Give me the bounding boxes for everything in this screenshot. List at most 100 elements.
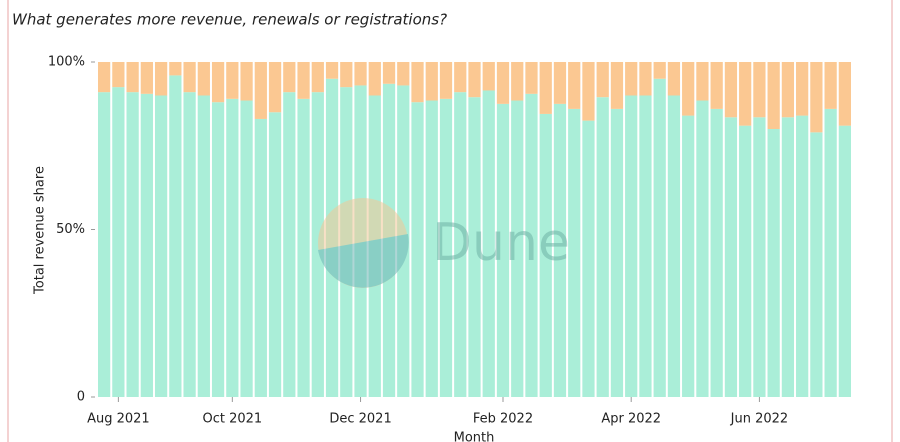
bar-segment [596, 62, 609, 98]
x-tick-label: Aug 2021 [87, 412, 150, 427]
bar-segment [482, 90, 495, 397]
bar-segment [254, 118, 267, 397]
y-tick-label: 100% [48, 55, 85, 70]
bar-segment [197, 95, 210, 397]
bar-segment [283, 62, 296, 93]
bar-segment [183, 92, 196, 398]
bar-segment [354, 62, 367, 86]
bar-segment [653, 78, 666, 397]
bar-segment [539, 113, 552, 398]
bar-segment [724, 62, 738, 118]
bar-segment [767, 129, 780, 397]
x-axis-label: Month [454, 431, 495, 442]
bar-segment [596, 97, 609, 398]
bar-segment [126, 92, 139, 398]
bar-segment [283, 92, 296, 398]
x-tick-label: Dec 2021 [329, 412, 391, 427]
bar-segment [696, 62, 709, 101]
bar-segment [439, 62, 453, 99]
bar-segment [781, 117, 795, 398]
bar-segment [240, 62, 253, 101]
bar-segment [824, 62, 837, 109]
bar-segment [653, 62, 666, 79]
x-tick-label: Feb 2022 [473, 412, 533, 427]
card-border [7, 0, 893, 442]
bar-segment [568, 108, 581, 398]
bar-segment [553, 103, 567, 397]
bar-segment [482, 62, 495, 91]
bar-segment [154, 95, 168, 397]
bar-segment [154, 62, 168, 96]
y-axis-label: Total revenue share [33, 166, 48, 295]
bar-segment [140, 62, 153, 94]
bar-segment [112, 62, 125, 88]
bar-segment [639, 95, 652, 397]
bar-segment [767, 62, 780, 129]
bar-segment [496, 103, 510, 397]
bar-segment [682, 115, 695, 397]
bar-segment [739, 125, 752, 398]
bar-segment [226, 98, 239, 397]
bar-segment [425, 100, 438, 398]
bar-segment [454, 92, 467, 398]
bar-segment [810, 62, 823, 133]
bar-segment [525, 62, 538, 94]
bar-segment [468, 97, 481, 398]
bar-segment [724, 117, 738, 398]
bar-segment [696, 100, 709, 398]
bar-segment [511, 62, 524, 101]
bar-segment [226, 62, 239, 99]
bar-segment [411, 62, 424, 103]
bar-segment [625, 95, 638, 397]
bar-segment [511, 100, 524, 398]
chart-subtitle: What generates more revenue, renewals or… [12, 11, 447, 29]
bar-segment [454, 62, 467, 93]
bar-segment [496, 62, 510, 104]
y-tick-label: 50% [56, 222, 85, 237]
bar-segment [468, 62, 481, 98]
bar-segment [796, 115, 809, 397]
x-tick-label: Jun 2022 [730, 412, 789, 427]
bar-segment [411, 102, 424, 397]
bar-segment [197, 62, 210, 96]
bar-segment [254, 62, 267, 119]
watermark-text: Dune [432, 213, 570, 273]
bar-segment [525, 93, 538, 397]
bar-segment [311, 62, 324, 93]
bar-segment [539, 62, 552, 114]
bar-segment [183, 62, 196, 93]
bar-segment [211, 102, 225, 397]
bar-segment [682, 62, 695, 116]
bar-segment [297, 98, 310, 397]
bar-segment [753, 62, 766, 118]
bar-segment [297, 62, 310, 99]
y-tick-label: 0 [77, 390, 85, 405]
bar-segment [796, 62, 809, 116]
bar-segment [112, 87, 125, 397]
bar-segment [425, 62, 438, 101]
bar-segment [140, 93, 153, 397]
bar-segment [553, 62, 567, 104]
bar-segment [126, 62, 139, 93]
bar-segment [98, 62, 111, 93]
bar-segment [340, 62, 353, 88]
bar-segment [610, 108, 624, 398]
bar-segment [582, 62, 595, 121]
plot-area: 0 50% 100% Aug 2021 Oct 2021 Dec 2021 Feb 2022… [48, 55, 851, 427]
bar-segment [625, 62, 638, 96]
bar-segment [838, 62, 851, 126]
bar-segment [753, 117, 766, 398]
bar-segment [240, 100, 253, 398]
bar-segment [169, 75, 182, 398]
bar-segment [368, 62, 381, 96]
bar-segment [169, 62, 182, 76]
bar-segment [610, 62, 624, 109]
bar-segment [311, 92, 324, 398]
bar-segment [810, 132, 823, 397]
bar-segment [268, 62, 282, 113]
bar-segment [667, 62, 681, 96]
bar-segment [824, 108, 837, 398]
bar-segment [582, 120, 595, 397]
